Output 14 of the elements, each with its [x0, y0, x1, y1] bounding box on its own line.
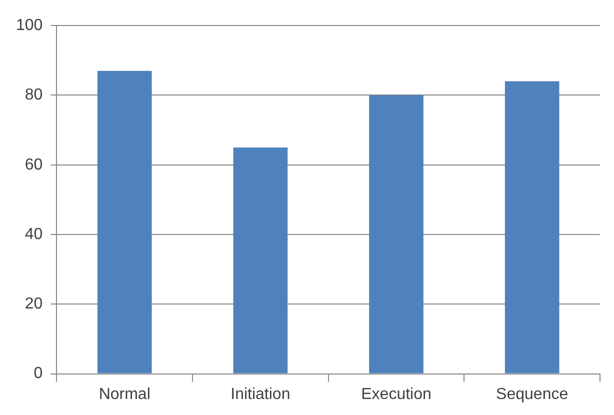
- y-tick-label: 20: [24, 296, 43, 313]
- y-tick-label: 80: [24, 86, 43, 104]
- bar: [97, 70, 152, 374]
- bar: [233, 147, 288, 374]
- x-tick-label: Initiation: [230, 386, 290, 403]
- x-tick-label: Execution: [361, 386, 432, 403]
- y-tick-label: 0: [34, 365, 43, 382]
- bar: [369, 95, 424, 374]
- bar: [504, 81, 560, 374]
- x-tick-label: Sequence: [496, 386, 568, 403]
- x-tick-label: Normal: [98, 386, 150, 403]
- y-tick-label: 100: [16, 17, 43, 34]
- y-tick-label: 60: [24, 156, 43, 174]
- y-tick-label: 40: [24, 226, 43, 243]
